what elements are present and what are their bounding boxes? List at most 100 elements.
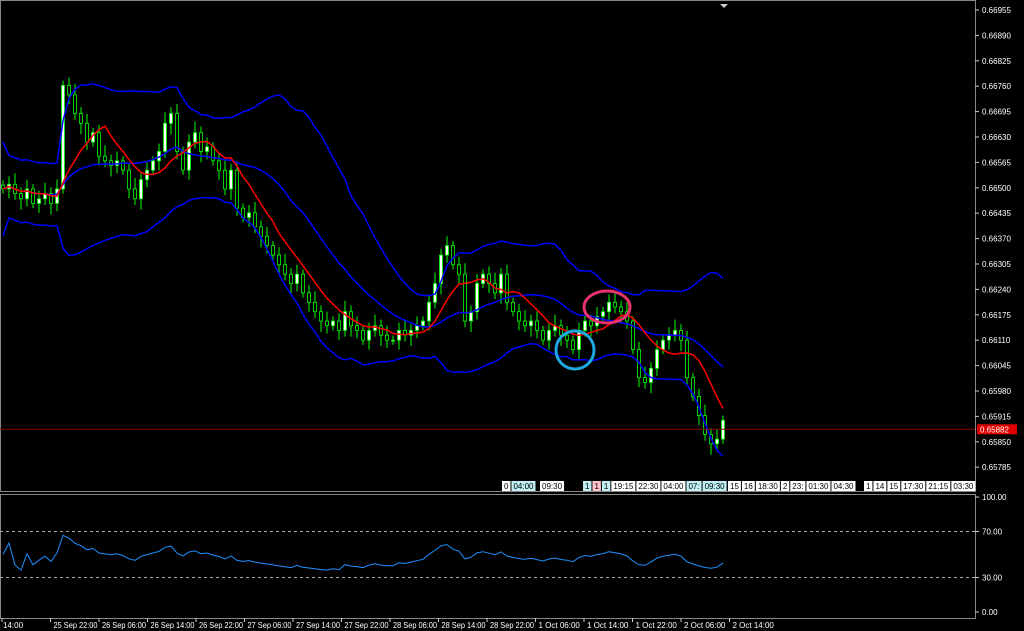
time-marker[interactable]: 07:: [686, 481, 702, 491]
price-tick-label: 0.66500: [982, 184, 1011, 193]
time-marker[interactable]: 1: [592, 481, 601, 491]
candle-body: [655, 349, 659, 369]
candle-body: [61, 85, 65, 190]
current-price-badge: [977, 424, 1017, 435]
time-marker[interactable]: 18:30: [755, 481, 780, 491]
time-marker[interactable]: 04:00: [661, 481, 686, 491]
candle-body: [463, 273, 467, 322]
bollinger-middle-band: [2, 146, 724, 368]
time-marker-box: [755, 481, 780, 491]
time-marker-box: [790, 481, 806, 491]
time-marker[interactable]: 17:30: [901, 481, 926, 491]
candle-body: [439, 254, 443, 284]
time-marker[interactable]: 0: [502, 481, 511, 491]
candle-body: [133, 188, 137, 200]
time-marker[interactable]: 03:30: [951, 481, 976, 491]
candle-body: [421, 320, 425, 327]
time-marker-label: 03:30: [953, 482, 974, 491]
chart-shift-marker-icon[interactable]: [720, 4, 728, 8]
candle-body: [391, 339, 395, 342]
candle-body: [79, 113, 83, 124]
candle-body: [667, 334, 671, 341]
time-tick-label: 28 Sep 22:00: [490, 621, 534, 630]
candle-body: [475, 283, 479, 313]
candle-body: [469, 311, 473, 322]
time-marker[interactable]: 04:30: [831, 481, 856, 491]
time-marker[interactable]: 16: [741, 481, 755, 491]
candle-body: [121, 160, 125, 171]
candle-body: [289, 273, 293, 284]
time-marker[interactable]: 15: [887, 481, 901, 491]
time-tick-label: 2 Oct 06:00: [684, 621, 726, 630]
candle-body: [31, 188, 35, 204]
time-marker-box: [636, 481, 661, 491]
time-marker[interactable]: 2: [780, 481, 790, 491]
candle-body: [631, 320, 635, 350]
cyan-circle-annotation[interactable]: [554, 329, 596, 371]
time-marker-box: [702, 481, 727, 491]
time-marker-box: [780, 481, 790, 491]
candle-body: [571, 339, 575, 350]
candle-body: [565, 334, 569, 341]
candle-body: [529, 320, 533, 327]
time-marker[interactable]: 01:30: [806, 481, 831, 491]
candle-body: [415, 325, 419, 331]
candle-body: [175, 113, 179, 152]
time-marker-box: [686, 481, 702, 491]
time-marker[interactable]: 09:30: [540, 481, 565, 491]
time-marker-box: [540, 481, 565, 491]
candle-body: [235, 169, 239, 209]
time-marker-label: 04:00: [663, 482, 684, 491]
time-marker[interactable]: 21:15: [926, 481, 951, 491]
candle-body: [151, 160, 155, 171]
candle-body: [109, 160, 113, 166]
time-marker-box: [831, 481, 856, 491]
time-marker-label: 23:: [792, 482, 803, 491]
time-marker[interactable]: 23:: [790, 481, 806, 491]
time-marker-box: [601, 481, 611, 491]
time-tick-label: 1 Oct 14:00: [587, 621, 629, 630]
candle-body: [277, 254, 281, 266]
candle-body: [715, 438, 719, 445]
candle-body: [229, 169, 233, 190]
time-marker-box: [873, 481, 887, 491]
candle-body: [487, 273, 491, 284]
candle-body: [355, 325, 359, 331]
candle-body: [601, 311, 605, 317]
candle-body: [265, 235, 269, 247]
time-marker-label: 1: [866, 482, 871, 491]
pink-circle-annotation[interactable]: [582, 289, 632, 325]
price-tick-label: 0.66240: [982, 285, 1011, 294]
time-marker-label: 22:30: [638, 482, 659, 491]
candle-body: [127, 169, 131, 190]
time-marker-label: 14: [875, 482, 884, 491]
time-marker[interactable]: 1: [601, 481, 611, 491]
time-marker[interactable]: 22:30: [636, 481, 661, 491]
candle-body: [451, 245, 455, 266]
candle-body: [385, 334, 389, 341]
time-marker-label: 1: [585, 482, 590, 491]
time-marker[interactable]: 14: [873, 481, 887, 491]
time-marker[interactable]: 15: [728, 481, 741, 491]
candle-body: [379, 325, 383, 336]
time-marker[interactable]: 09:30: [702, 481, 727, 491]
candle-body: [361, 330, 365, 341]
time-marker[interactable]: 1: [583, 481, 592, 491]
candle-body: [283, 264, 287, 275]
moving-average-line: [2, 125, 724, 409]
time-marker[interactable]: 19:15: [611, 481, 636, 491]
time-marker[interactable]: 04:00: [511, 481, 536, 491]
time-marker[interactable]: 1: [864, 481, 873, 491]
candle-body: [607, 301, 611, 313]
candle-body: [535, 320, 539, 331]
time-tick-label: 14:00: [3, 621, 24, 630]
time-marker-box: [901, 481, 926, 491]
time-marker-label: 16: [744, 482, 753, 491]
candle-body: [523, 320, 527, 327]
candle-body: [685, 339, 689, 379]
time-marker-box: [926, 481, 951, 491]
candle-body: [295, 273, 299, 284]
candle-body: [85, 122, 89, 143]
candle-body: [97, 132, 101, 157]
